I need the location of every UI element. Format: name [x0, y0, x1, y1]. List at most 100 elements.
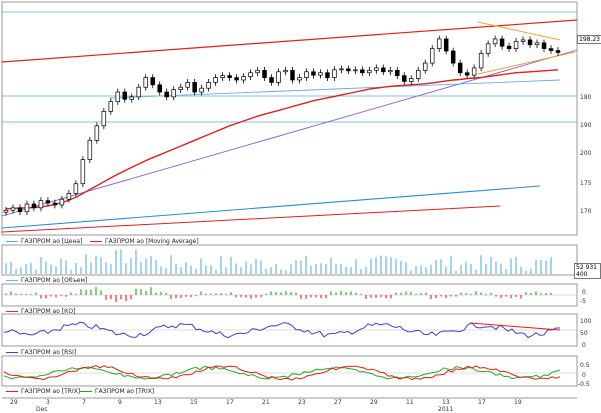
trend-blue	[1, 185, 541, 229]
candle-body	[304, 71, 309, 78]
trix-red-line	[3, 364, 561, 381]
legend-rsi: ГАЗПРОМ ао [RSI]	[6, 349, 76, 356]
legend-ma-swatch	[90, 241, 102, 242]
candle-body	[192, 82, 197, 93]
legend-rsi-text: ГАЗПРОМ ао [RSI]	[21, 349, 77, 356]
candle-body	[485, 43, 491, 54]
candle-body	[255, 69, 260, 74]
date-axis-day-label: 15	[190, 399, 198, 406]
main-axis-label-175: 175	[580, 180, 592, 187]
candle-body	[318, 72, 323, 76]
candle-body	[548, 48, 554, 51]
trix-axis-label-05: 0.5	[580, 362, 590, 369]
legend-volume-swatch	[6, 280, 18, 281]
candle-body	[129, 96, 135, 100]
candle-body	[367, 69, 372, 74]
candle-body	[185, 82, 190, 88]
candle-body	[360, 69, 365, 74]
candle-body	[422, 62, 428, 71]
candle-body	[311, 71, 316, 76]
candle-body	[164, 91, 169, 98]
legend-volume-text: ГАЗПРОМ ао [Объем]	[21, 277, 88, 284]
legend-trix-text: ГАЗПРОМ ао [TRIX]	[21, 388, 81, 395]
candle-body	[402, 75, 407, 82]
candle-body	[45, 200, 51, 204]
legend-trix2: ГАЗПРОМ ао [TRIX]	[80, 388, 154, 395]
candle-body	[143, 77, 148, 88]
candle-body	[87, 139, 93, 160]
candle-body	[17, 207, 23, 213]
trix-axis-label-0: 0	[582, 372, 586, 379]
candle-body	[478, 53, 484, 69]
candle-body	[150, 77, 155, 86]
date-axis-day-label: 9	[118, 399, 122, 406]
date-axis-day-label: 29	[10, 399, 18, 406]
candle-body	[122, 91, 128, 100]
date-axis-day-label: 11	[406, 399, 414, 406]
candle-body	[206, 82, 211, 89]
candle-body	[276, 71, 281, 83]
date-axis-day-label: 7	[82, 399, 86, 406]
candle-body	[520, 39, 526, 42]
candle-body	[269, 77, 274, 83]
legend-trix2-swatch	[80, 391, 92, 392]
candle-body	[80, 159, 86, 185]
volume-value-label: 52 931 400	[574, 263, 601, 279]
candle-body	[416, 69, 421, 79]
legend-volume: ГАЗПРОМ ао [Объем]	[6, 277, 87, 284]
candle-body	[527, 39, 533, 46]
candle-body	[227, 75, 232, 78]
legend-price-swatch	[6, 241, 18, 242]
candle-body	[506, 45, 512, 49]
osc-axis-label-m5: -5	[580, 298, 586, 305]
date-axis-day-label: 19	[514, 399, 522, 406]
main-axis-label-190: 190	[580, 122, 592, 129]
candle-body	[457, 62, 463, 74]
legend-price-text: ГАЗПРОМ ао [Цена]	[21, 238, 83, 245]
main-axis-label-180: 180	[580, 94, 592, 101]
candle-body	[290, 69, 295, 81]
moving-average-line	[5, 69, 559, 210]
candle-body	[346, 68, 351, 72]
date-axis-day-label: 23	[298, 399, 306, 406]
candle-body	[10, 207, 16, 211]
date-axis-day-label: 17	[478, 399, 486, 406]
candle-body	[388, 69, 393, 73]
main-axis-label-200: 200	[580, 150, 592, 157]
candle-body	[436, 38, 442, 49]
candle-body	[213, 77, 218, 83]
candle-body	[171, 89, 176, 98]
date-axis-day-label: 13	[154, 399, 162, 406]
osc-axis-label-0: 0	[582, 289, 586, 296]
candle-body	[374, 67, 379, 71]
candle-body	[136, 86, 142, 98]
legend-ma: ГАЗПРОМ ао [Moving Average]	[90, 238, 199, 245]
candle-body	[499, 38, 505, 47]
candle-body	[555, 50, 561, 53]
date-axis-day-label: 27	[334, 399, 342, 406]
candle-body	[262, 69, 267, 78]
date-axis-day-label: 3	[46, 399, 50, 406]
candle-body	[471, 67, 477, 76]
candle-body	[108, 101, 114, 112]
rsi-axis-label-0: 0	[582, 342, 586, 349]
candle-body	[541, 42, 547, 49]
candle-body	[513, 41, 519, 49]
candle-body	[534, 42, 540, 46]
candle-body	[73, 183, 79, 194]
legend-rsi-swatch	[6, 352, 18, 353]
candle-body	[234, 77, 239, 81]
candle-body	[297, 77, 302, 81]
candle-body	[381, 67, 386, 73]
legend-trix: ГАЗПРОМ ао [TRIX]	[6, 388, 80, 395]
legend-trix-swatch	[6, 391, 18, 392]
candle-body	[66, 193, 72, 200]
rsi-axis-label-100: 100	[580, 318, 592, 325]
legend-price: ГАЗПРОМ ао [Цена]	[6, 238, 82, 245]
candle-body	[3, 209, 9, 213]
candle-body	[409, 78, 414, 82]
candle-body	[443, 38, 449, 52]
candle-body	[339, 68, 344, 71]
legend-ko-text: ГАЗПРОМ ао [КО]	[21, 308, 76, 315]
